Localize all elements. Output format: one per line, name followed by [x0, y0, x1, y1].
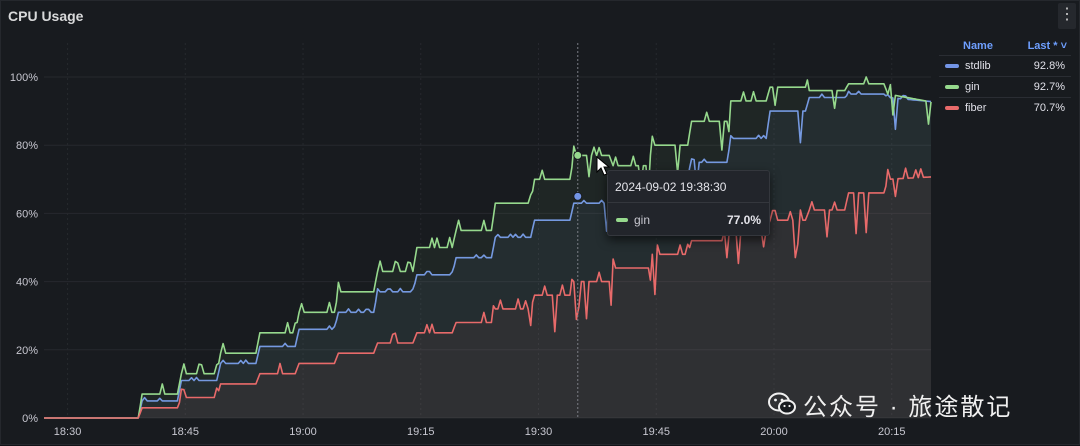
- legend-series-name: stdlib: [965, 60, 991, 72]
- y-tick-label: 80%: [16, 140, 38, 152]
- hover-point-gin: [573, 150, 583, 160]
- legend-swatch: [945, 106, 959, 110]
- legend-series-last: 70.7%: [1033, 102, 1065, 114]
- watermark-text: 公众号 · 旅途散记: [803, 393, 1013, 421]
- x-tick-label: 18:45: [172, 426, 200, 438]
- legend-series-name: fiber: [965, 102, 987, 114]
- legend-header-name[interactable]: Name: [963, 40, 993, 52]
- x-tick-label: 19:45: [642, 426, 670, 438]
- x-tick-label: 19:30: [525, 426, 553, 438]
- legend-row-gin[interactable]: gin 92.7%: [939, 76, 1071, 97]
- tooltip-time: 2024-09-02 19:38:30: [615, 180, 727, 194]
- series-line-stdlib: [44, 90, 932, 419]
- series-line-fiber: [44, 167, 932, 419]
- x-tick-label: 19:15: [407, 426, 435, 438]
- legend-series-last: 92.7%: [1033, 81, 1065, 93]
- legend-series-name: gin: [965, 81, 980, 93]
- tooltip-series-value: 77.0%: [726, 213, 761, 227]
- panel-title: CPU Usage: [8, 8, 84, 24]
- y-tick-label: 60%: [16, 208, 38, 220]
- legend-row-fiber[interactable]: fiber 70.7%: [939, 97, 1071, 118]
- y-tick-label: 20%: [16, 345, 38, 357]
- legend-row-stdlib[interactable]: stdlib 92.8%: [939, 55, 1071, 76]
- hover-tooltip: 2024-09-02 19:38:30 gin 77.0%: [607, 170, 770, 236]
- x-tick-label: 18:30: [54, 426, 82, 438]
- hover-point-stdlib: [573, 191, 583, 201]
- kebab-menu-icon: ⋮: [1059, 6, 1075, 23]
- tooltip-swatch: [616, 218, 628, 222]
- series-area-gin: [44, 77, 931, 418]
- legend-swatch: [945, 64, 959, 68]
- legend-swatch: [945, 85, 959, 89]
- y-tick-label: 40%: [16, 277, 38, 289]
- tooltip-series-name: gin: [634, 213, 651, 227]
- x-tick-label: 19:00: [289, 426, 317, 438]
- legend-series-last: 92.8%: [1033, 60, 1065, 72]
- legend-table: Name Last * ˅ stdlib 92.8% gin 92.7% fib…: [939, 37, 1071, 118]
- panel-menu-button[interactable]: ⋮: [1058, 3, 1076, 29]
- series-line-gin: [44, 76, 932, 419]
- mouse-pointer-icon: [596, 156, 611, 176]
- x-tick-label: 20:15: [878, 426, 906, 438]
- legend-header-last[interactable]: Last * ˅: [1027, 40, 1067, 52]
- y-tick-label: 0%: [22, 413, 38, 425]
- watermark: 公众号 · 旅途散记: [767, 387, 1012, 421]
- series-area-fiber: [44, 168, 931, 418]
- wechat-icon: [768, 392, 796, 415]
- x-tick-label: 20:00: [760, 426, 788, 438]
- tooltip-divider: [608, 202, 769, 203]
- y-tick-label: 100%: [10, 72, 38, 84]
